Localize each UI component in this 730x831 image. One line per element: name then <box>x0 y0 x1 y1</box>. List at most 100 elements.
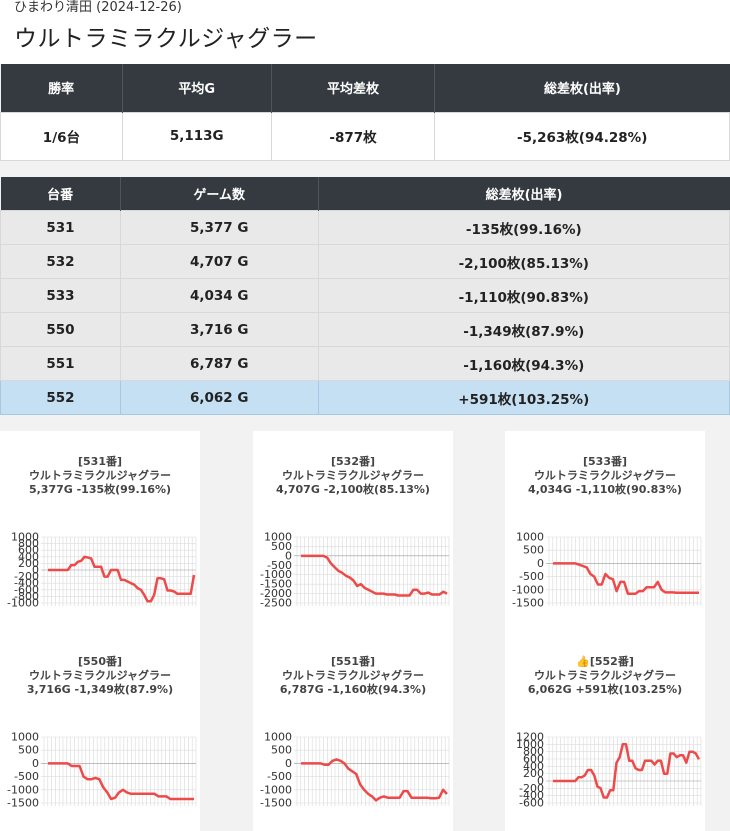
chart-card: [533番] ウルトラミラクルジャグラー 4,034G -1,110枚(90.83%… <box>505 431 705 631</box>
y-tick-label: -2000 <box>260 587 292 600</box>
summary-row: 1/6台 5,113G -877枚 -5,263枚(94.28%) <box>0 111 730 161</box>
chart-caption: [532番] ウルトラミラクルジャグラー 4,707G -2,100枚(85.13%… <box>253 431 453 497</box>
y-tick-label: -1000 <box>7 597 39 610</box>
y-tick-label: -400 <box>14 577 39 590</box>
machine-games: 5,377 G <box>119 210 319 245</box>
chart-title: [533番] <box>582 455 628 468</box>
y-tick-label: 500 <box>523 544 544 557</box>
y-tick-label: -500 <box>519 570 544 583</box>
summary-total-diff: -5,263枚(94.28%) <box>434 111 730 161</box>
y-tick-label: 1000 <box>264 531 292 544</box>
y-tick-label: -500 <box>14 770 39 783</box>
series-line <box>553 743 701 799</box>
y-tick-label: -500 <box>267 770 292 783</box>
table-row: 533 4,034 G -1,110枚(90.83%) <box>0 278 730 313</box>
page-header: ひまわり清田 (2024-12-26) ウルトラミラクルジャグラー <box>0 0 730 64</box>
y-tick-label: 600 <box>523 753 544 766</box>
y-tick-label: -200 <box>519 782 544 795</box>
y-tick-label: 0 <box>285 549 292 562</box>
table-row-highlighted: 552 6,062 G +591枚(103.25%) <box>0 380 730 415</box>
chart-caption: 4,707G -2,100枚(85.13%) <box>276 483 430 496</box>
machine-number: 533 <box>0 278 121 313</box>
y-tick-label: -1500 <box>260 578 292 591</box>
y-tick-label: 0 <box>32 757 39 770</box>
machine-diff: -135枚(99.16%) <box>317 210 730 245</box>
table-row: 531 5,377 G -135枚(99.16%) <box>0 210 730 245</box>
y-tick-label: 0 <box>285 757 292 770</box>
chart-subtitle: ウルトラミラクルジャグラー <box>281 669 425 682</box>
y-tick-label: -400 <box>519 789 544 802</box>
y-tick-label: 200 <box>523 767 544 780</box>
machines-table: 台番 ゲーム数 総差枚(出率) 531 5,377 G -135枚(99.16%… <box>0 176 730 415</box>
y-tick-label: 1000 <box>516 738 544 751</box>
chart-subtitle: ウルトラミラクルジャグラー <box>28 669 172 682</box>
summary-table: 勝率 平均G 平均差枚 総差枚(出率) 1/6台 5,113G -877枚 -5… <box>0 64 730 161</box>
y-tick-label: 1200 <box>516 731 544 744</box>
chart-title: [532番] <box>330 455 376 468</box>
series-line <box>301 758 448 802</box>
chart-card: [531番] ウルトラミラクルジャグラー 5,377G -135枚(99.16%) 1… <box>0 431 200 631</box>
chart-subtitle: ウルトラミラクルジャグラー <box>533 469 677 482</box>
chart-card: 👍[552番] ウルトラミラクルジャグラー 6,062G +591枚(103.25%… <box>505 631 705 831</box>
y-tick-label: -1500 <box>7 797 39 810</box>
summary-header-winrate: 勝率 <box>0 64 123 112</box>
chart-caption: [551番] ウルトラミラクルジャグラー 6,787G -1,160枚(94.3%) <box>253 631 453 697</box>
chart-subtitle: ウルトラミラクルジャグラー <box>28 469 172 482</box>
y-tick-label: 400 <box>523 760 544 773</box>
table-row: 550 3,716 G -1,349枚(87.9%) <box>0 312 730 347</box>
table-row: 532 4,707 G -2,100枚(85.13%) <box>0 244 730 279</box>
machine-diff: -1,110枚(90.83%) <box>317 278 730 313</box>
series-line <box>301 554 448 597</box>
y-tick-label: 500 <box>18 744 39 757</box>
store-date: ひまわり清田 (2024-12-26) <box>14 0 182 15</box>
y-tick-label: 800 <box>18 537 39 550</box>
chart-caption: 6,787G -1,160枚(94.3%) <box>279 683 427 696</box>
summary-winrate: 1/6台 <box>0 111 123 161</box>
y-tick-label: -1000 <box>7 783 39 796</box>
machines-header-number: 台番 <box>0 176 121 211</box>
machine-games: 3,716 G <box>119 312 319 347</box>
machine-number: 532 <box>0 244 121 279</box>
y-tick-label: 1000 <box>264 731 292 744</box>
chart-caption: [533番] ウルトラミラクルジャグラー 4,034G -1,110枚(90.83%… <box>505 431 705 497</box>
chart-title: [551番] <box>330 655 376 668</box>
chart-title: [550番] <box>77 655 123 668</box>
y-tick-label: 1000 <box>11 531 39 544</box>
y-tick-label: -1000 <box>260 783 292 796</box>
summary-avg-games: 5,113G <box>121 111 272 161</box>
series-line <box>553 562 699 596</box>
table-row: 551 6,787 G -1,160枚(94.3%) <box>0 346 730 381</box>
y-tick-label: 200 <box>18 557 39 570</box>
chart-card: [551番] ウルトラミラクルジャグラー 6,787G -1,160枚(94.3%)… <box>253 631 453 831</box>
machine-number: 550 <box>0 312 121 347</box>
y-tick-label: 500 <box>271 744 292 757</box>
machine-number: 552 <box>0 380 121 415</box>
y-tick-label: 0 <box>537 775 544 788</box>
y-tick-label: 500 <box>271 540 292 553</box>
machine-diff: +591枚(103.25%) <box>317 380 730 415</box>
machine-games: 4,034 G <box>119 278 319 313</box>
y-tick-label: -500 <box>267 559 292 572</box>
machine-games: 6,062 G <box>119 380 319 415</box>
y-tick-label: -1000 <box>512 583 544 596</box>
chart-title: [531番] <box>77 455 123 468</box>
y-tick-label: -1500 <box>260 797 292 810</box>
chart-caption: 3,716G -1,349枚(87.9%) <box>26 683 174 696</box>
chart-caption: 👍[552番] ウルトラミラクルジャグラー 6,062G +591枚(103.25%… <box>505 631 705 697</box>
machine-diff: -1,160枚(94.3%) <box>317 346 730 381</box>
page-title: ウルトラミラクルジャグラー <box>14 26 318 52</box>
machine-number: 551 <box>0 346 121 381</box>
machines-header-diff: 総差枚(出率) <box>318 176 730 211</box>
chart-caption: 6,062G +591枚(103.25%) <box>527 683 683 696</box>
y-tick-label: 600 <box>18 544 39 557</box>
machines-header-games: ゲーム数 <box>120 176 319 211</box>
y-tick-label: 0 <box>537 557 544 570</box>
chart-caption: [550番] ウルトラミラクルジャグラー 3,716G -1,349枚(87.9%) <box>0 631 200 697</box>
y-tick-label: 1000 <box>516 531 544 544</box>
chart-caption: 5,377G -135枚(99.16%) <box>28 483 172 496</box>
